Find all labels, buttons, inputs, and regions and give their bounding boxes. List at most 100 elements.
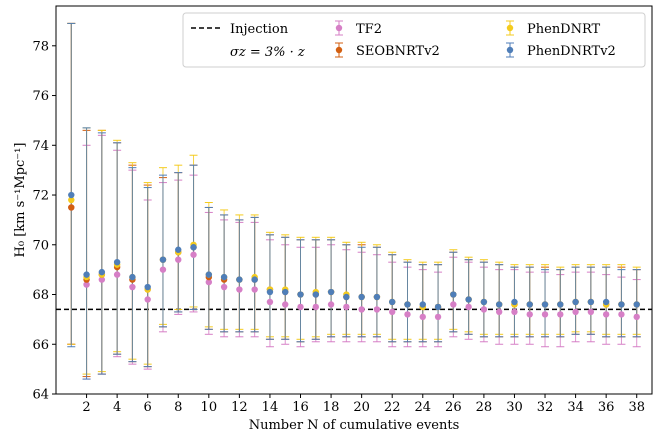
data-point [602,311,610,318]
data-point [327,301,335,308]
x-tick-label: 6 [144,400,152,415]
data-point [236,286,243,293]
data-point [159,266,167,273]
x-tick-label: 16 [292,400,309,415]
data-point [618,311,625,318]
legend-marker [506,46,514,54]
legend-series-entries: TF2 SEOBNRTv2 PhenDNRT PhenDNRTv2 [335,20,616,59]
data-point [465,303,472,311]
data-point [175,246,182,253]
legend-entry-tf2: TF2 [335,20,382,37]
points-phendnrtv2 [68,191,640,311]
data-point [480,298,488,306]
data-point [572,308,579,316]
x-tick-label: 10 [201,400,218,415]
data-point [419,301,426,308]
data-point [113,258,121,266]
data-point [343,303,350,311]
data-point [190,244,197,251]
y-tick-label: 72 [32,189,49,204]
data-point [236,276,243,283]
data-point [541,311,549,318]
legend: Injection σz = 3% · z TF2 SEOBNRTv2 PhenDN… [182,12,646,68]
data-point [98,276,106,283]
data-point [419,313,426,321]
data-point [190,251,197,258]
data-point [83,271,90,278]
x-tick-label: 22 [384,400,401,415]
data-point [557,301,564,308]
x-tick-label: 2 [82,400,90,415]
series-phendnrt [67,22,641,375]
data-point [83,281,90,288]
data-point [572,298,579,306]
data-point [205,271,213,278]
series-tf2 [67,22,641,380]
y-tick-label: 66 [32,338,49,353]
data-point [389,298,396,306]
data-point [633,313,640,321]
x-tick-label: 8 [174,400,182,415]
legend-entry-seobnrtv2: SEOBNRTv2 [335,42,440,59]
x-tick-label: 30 [506,400,523,415]
legend-label: SEOBNRTv2 [356,44,440,59]
x-axis-label: Number N of cumulative events [249,418,460,433]
legend-entry-phendnrt: PhenDNRT [506,20,601,37]
plot-content [56,22,652,380]
data-point [602,298,610,306]
data-point [404,301,411,308]
data-point [373,293,381,301]
points-seobnrtv2 [68,204,640,311]
data-point [526,301,533,308]
legend-note-label: σz = 3% · z [230,45,305,60]
data-point [434,303,442,311]
data-point [175,256,182,263]
data-point [373,306,381,313]
data-point [113,271,121,278]
points-phendnrt [68,196,640,311]
data-point [343,293,350,301]
data-point [159,256,167,263]
data-point [480,306,488,313]
data-point [450,291,457,298]
data-point [587,298,595,306]
data-point [450,301,457,308]
data-point [220,283,228,291]
data-point [389,308,396,316]
x-tick-label: 36 [598,400,615,415]
y-tick-label: 68 [32,288,49,303]
axis-ticks: 2 4 6 8 10 12 14 16 18 20 22 24 26 28 30 32 34 36 38646668… [32,39,645,415]
data-point [251,276,258,283]
legend-injection-label: Injection [230,22,289,37]
data-point [587,308,595,316]
data-point [511,308,518,316]
legend-label: PhenDNRT [527,22,601,37]
data-point [282,301,289,308]
x-tick-label: 34 [567,400,584,415]
points-tf2 [68,204,640,321]
plot-frame [55,5,653,395]
legend-entry-phendnrtv2: PhenDNRTv2 [506,42,616,59]
data-point [618,301,625,308]
legend-box [182,12,646,68]
legend-marker [335,24,343,32]
data-point [220,273,228,281]
data-point [251,286,258,293]
data-point [526,311,533,318]
x-tick-label: 14 [262,400,279,415]
data-point [129,273,136,281]
data-point [511,298,518,306]
data-point [297,291,304,298]
x-tick-label: 38 [628,400,645,415]
data-point [541,301,549,308]
data-point [68,191,75,199]
legend-marker [335,46,343,54]
legend-label: TF2 [356,22,382,37]
data-point [327,288,335,296]
x-tick-label: 28 [476,400,493,415]
data-point [297,303,304,311]
x-tick-label: 20 [353,400,370,415]
y-tick-label: 64 [32,388,49,403]
data-point [495,308,503,316]
